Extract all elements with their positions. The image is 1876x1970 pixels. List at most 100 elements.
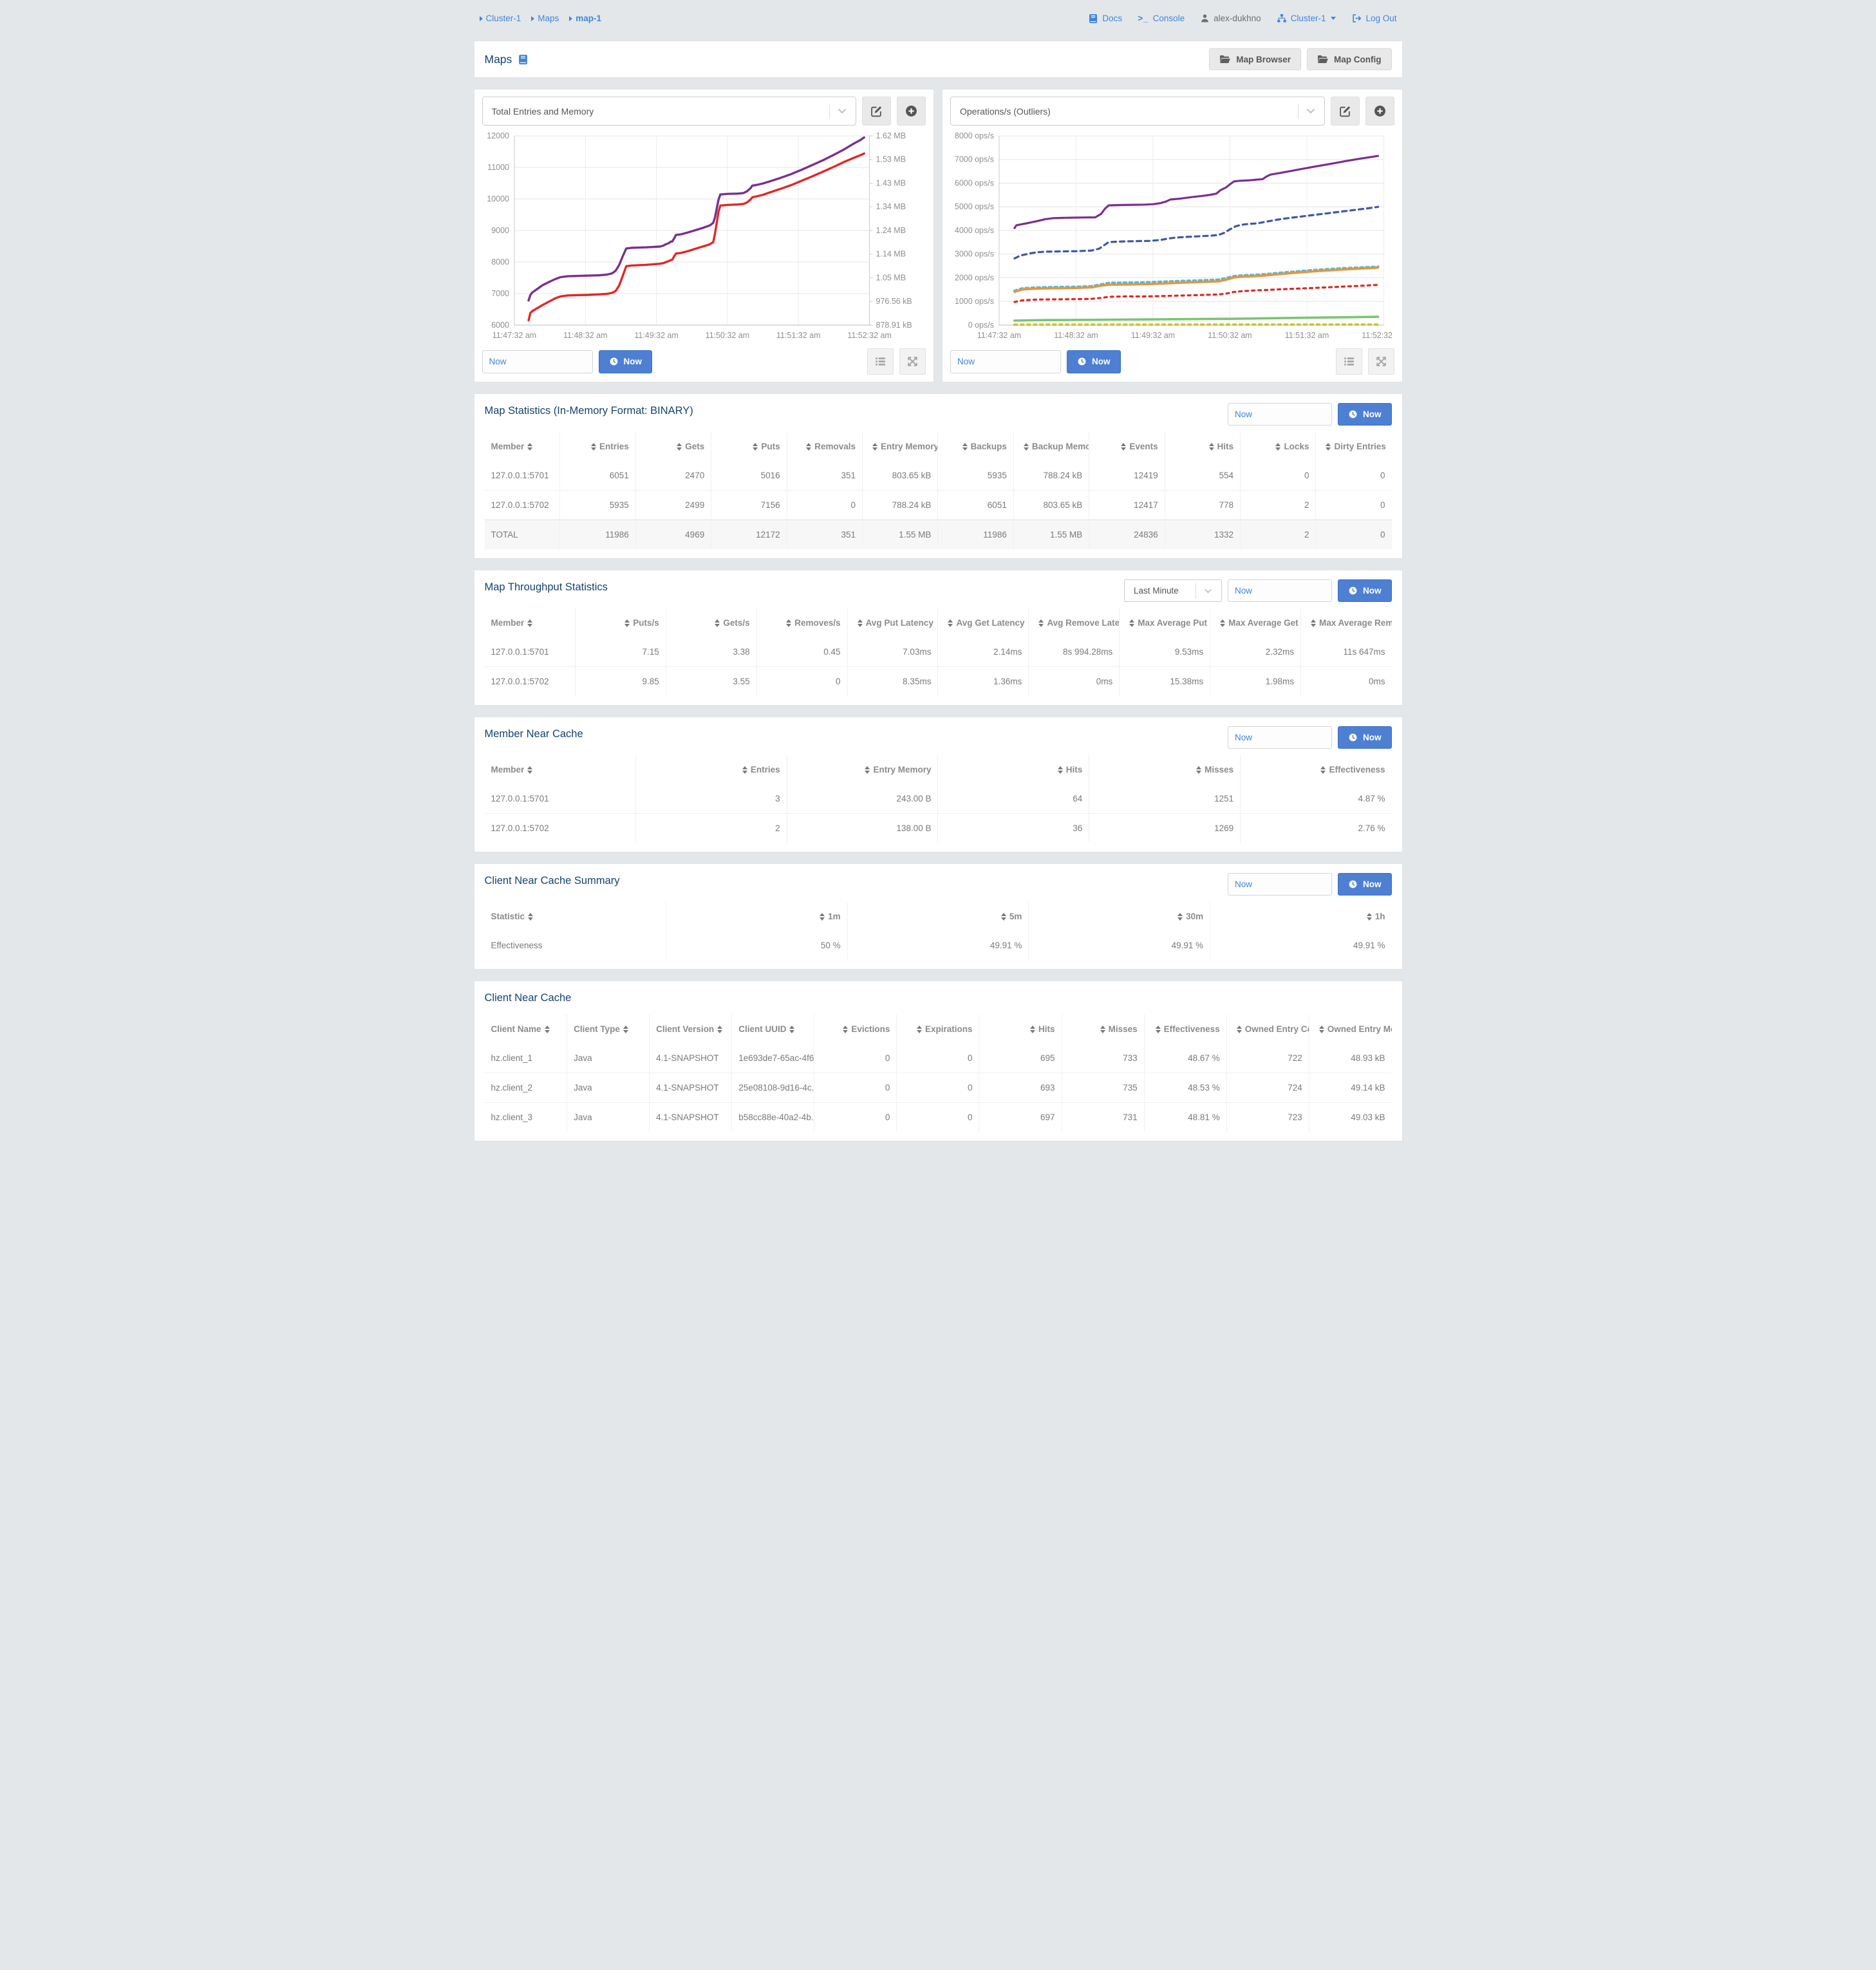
column-header[interactable]: Backups [937,432,1014,461]
time-input[interactable] [1228,579,1332,602]
legend-list-button[interactable] [867,348,894,375]
sort-icon [1038,619,1044,628]
column-header[interactable]: Removes/s [756,608,848,637]
add-chart-button[interactable] [897,97,926,126]
sort-icon [742,766,747,774]
cell: 138.00 B [786,813,938,843]
column-header[interactable]: Client Version [649,1015,732,1044]
column-header[interactable]: Max Average Put ... [1119,608,1210,637]
column-header[interactable]: 1h [1210,902,1392,931]
column-header[interactable]: Entries [635,755,787,784]
column-header[interactable]: Hits [937,755,1089,784]
column-header[interactable]: Hits [979,1015,1062,1044]
legend-list-button[interactable] [1335,348,1362,375]
period-select[interactable]: Last Minute [1124,579,1222,602]
column-header[interactable]: Gets [635,432,711,461]
column-header[interactable]: Expirations [896,1015,979,1044]
column-header[interactable]: Puts [711,432,787,461]
column-header[interactable]: Misses [1061,1015,1145,1044]
chart-metric-select[interactable]: Operations/s (Outliers) [950,97,1325,126]
column-header[interactable]: Hits [1164,432,1241,461]
now-button[interactable]: Now [1338,873,1392,896]
column-header[interactable]: Entry Memory [786,755,938,784]
console-link[interactable]: >_ Console [1138,14,1185,23]
column-header[interactable]: Client Type [567,1015,650,1044]
column-header[interactable]: Client Name [485,1015,567,1044]
time-input[interactable] [1228,726,1332,749]
column-header[interactable]: Avg Put Latency [847,608,938,637]
logout-link[interactable]: Log Out [1351,14,1397,23]
column-header[interactable]: Misses [1089,755,1241,784]
now-button[interactable]: Now [1338,726,1392,749]
entries-memory-chart-card: Total Entries and Memory 12000 11000 10000… [473,89,934,382]
map-browser-button[interactable]: Map Browser [1209,48,1301,70]
time-input[interactable] [482,350,593,373]
column-header[interactable]: Backup Memory [1013,432,1089,461]
now-button[interactable]: Now [598,350,652,373]
column-header[interactable]: Gets/s [665,608,757,637]
add-chart-button[interactable] [1365,97,1394,126]
column-header[interactable]: Evictions [814,1015,897,1044]
column-header[interactable]: Statistic [485,902,666,931]
page-body: Maps Map Browser Map Config Total En [469,41,1407,1141]
cell: 243.00 B [786,784,938,814]
column-header[interactable]: Owned Entry Co... [1226,1015,1309,1044]
time-input[interactable] [950,350,1061,373]
column-header[interactable]: Effectiveness [1143,1015,1227,1044]
cell: 1.36ms [937,666,1029,696]
breadcrumb-cluster[interactable]: Cluster-1 [479,14,521,23]
svg-text:11:49:32 am: 11:49:32 am [1131,331,1175,340]
cell: 1.98ms [1210,666,1301,696]
column-header[interactable]: Owned Entry Me... [1308,1015,1392,1044]
column-header[interactable]: Events [1089,432,1165,461]
now-button[interactable]: Now [1338,403,1392,426]
edit-chart-button[interactable] [862,97,891,126]
column-header[interactable]: 30m [1028,902,1210,931]
column-header[interactable]: Effectiveness [1240,755,1392,784]
cell: 0 [814,1073,897,1103]
expand-arrows-icon [1376,357,1386,366]
column-header[interactable]: Member [485,432,560,461]
edit-chart-button[interactable] [1330,97,1360,126]
time-input[interactable] [1228,403,1332,426]
cell: 4.1-SNAPSHOT [649,1044,732,1073]
column-header[interactable]: Client UUID [731,1015,814,1044]
docs-link[interactable]: Docs [1088,14,1122,24]
breadcrumb-map-1[interactable]: map-1 [569,14,601,23]
column-header[interactable]: Dirty Entries [1315,432,1392,461]
chart-metric-select[interactable]: Total Entries and Memory [482,97,856,126]
column-header[interactable]: Member [485,608,576,637]
column-header[interactable]: 1m [665,902,848,931]
cell: 9.85 [574,666,666,696]
column-header[interactable]: Entry Memory [862,432,938,461]
column-header[interactable]: Puts/s [574,608,666,637]
select-divider [829,103,830,119]
user-menu[interactable]: alex-dukhno [1200,14,1261,23]
sort-icon [820,913,825,921]
column-header[interactable]: Max Average Rem... [1300,608,1392,637]
column-header[interactable]: Max Average Get ... [1210,608,1301,637]
client-near-cache-summary-panel: Client Near Cache Summary Now Statistic1… [473,863,1403,970]
column-header[interactable]: Locks [1240,432,1316,461]
cell: 722 [1226,1044,1309,1073]
cell: 554 [1164,461,1241,491]
expand-chart-button[interactable] [1367,348,1394,375]
breadcrumb-maps[interactable]: Maps [531,14,559,23]
expand-chart-button[interactable] [899,348,926,375]
column-header[interactable]: Member [485,755,636,784]
total-row: TOTAL 11986 4969 12172 351 1.55 MB 11986 1.55 M… [484,520,1392,549]
now-button[interactable]: Now [1067,350,1121,373]
panel-head: Client Near Cache [485,990,1392,1008]
column-header[interactable]: Avg Remove Late... [1028,608,1120,637]
column-header[interactable]: Entries [559,432,636,461]
cell: 788.24 kB [862,490,938,520]
cluster-menu[interactable]: Cluster-1 [1277,14,1337,23]
cell: 48.81 % [1143,1102,1227,1132]
column-header[interactable]: Avg Get Latency [937,608,1029,637]
now-button[interactable]: Now [1338,579,1392,602]
cell: hz.client_3 [491,1112,533,1122]
time-input[interactable] [1228,873,1332,896]
column-header[interactable]: Removals [786,432,863,461]
map-config-button[interactable]: Map Config [1307,48,1392,70]
column-header[interactable]: 5m [847,902,1029,931]
